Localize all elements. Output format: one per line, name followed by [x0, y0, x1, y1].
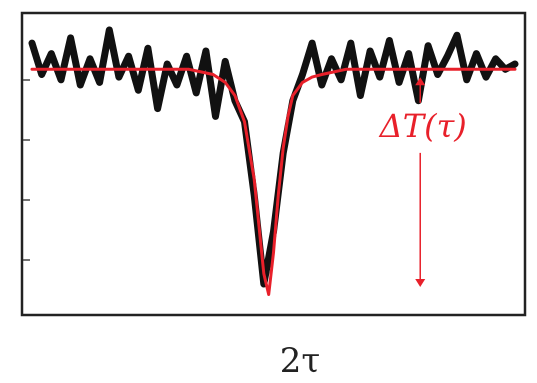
y-ticks — [23, 79, 30, 261]
x-axis-label: 2τ — [280, 341, 320, 381]
annotation-layer: ΔT(τ) — [378, 77, 467, 287]
delta-t-annotation: ΔT(τ) — [378, 107, 467, 145]
fit-series-line — [30, 67, 517, 296]
delta-arrow-down-head — [415, 279, 426, 287]
data-series-line — [28, 26, 519, 288]
delta-arrow-up-head — [415, 77, 426, 86]
plot-frame — [20, 11, 527, 317]
series-layer — [28, 26, 519, 296]
